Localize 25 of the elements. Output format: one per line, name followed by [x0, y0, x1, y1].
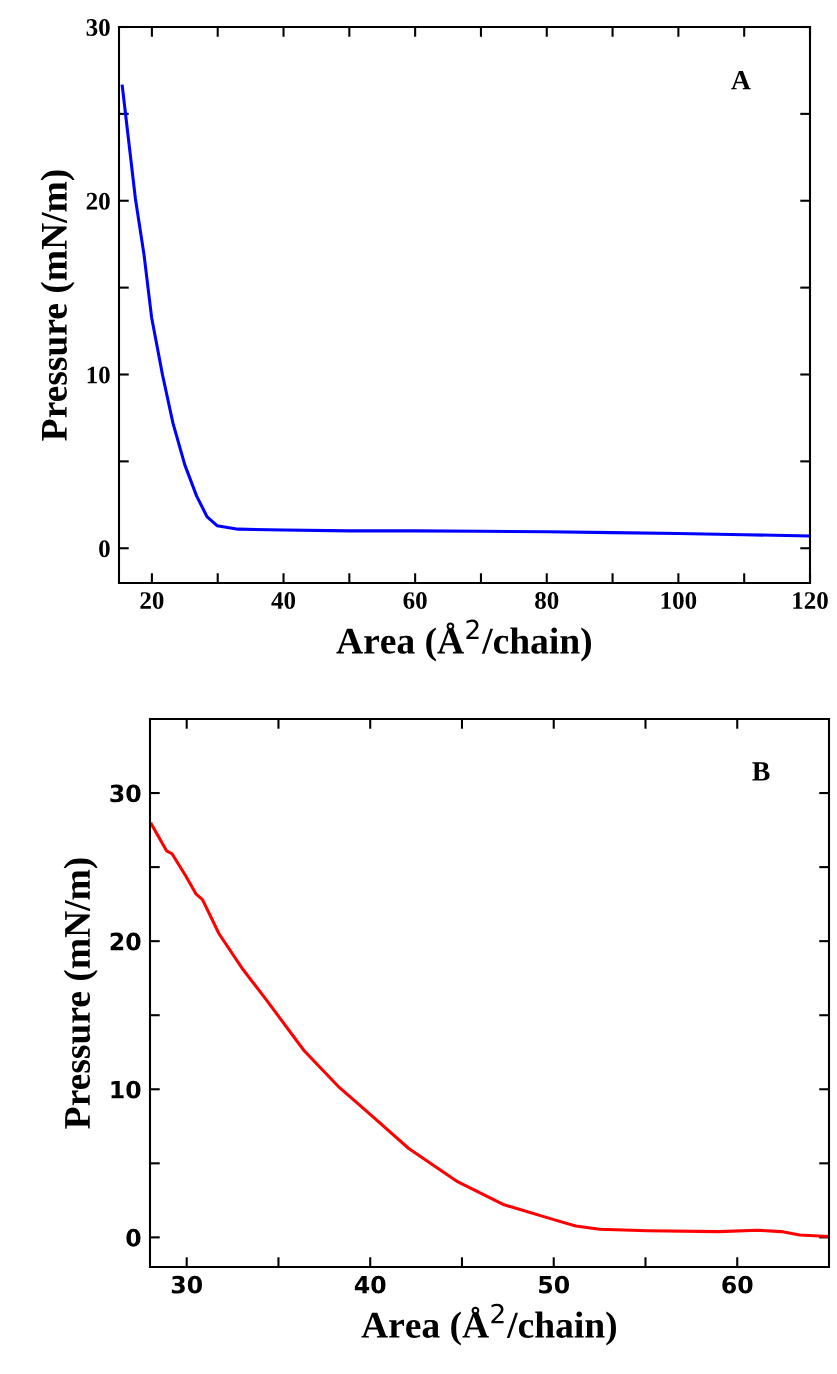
y-tick-label: 10 — [87, 366, 110, 384]
x-tick-label: 40 — [271, 592, 296, 609]
annotation: B — [752, 762, 770, 781]
y-tick-label: 20 — [110, 932, 141, 951]
x-tick-label: 100 — [661, 592, 697, 609]
x-tick-label: 60 — [722, 1275, 753, 1294]
y-tick-label: 0 — [99, 540, 110, 558]
x-axis-title: Area (Å$^{2}$/chain) — [336, 619, 591, 662]
x-tick-label: 50 — [539, 1275, 570, 1294]
line-series — [150, 822, 829, 1239]
x-axis-title: Area (Å$^{2}$/chain) — [361, 1303, 616, 1346]
y-tick-label: 10 — [111, 1080, 141, 1099]
y-tick-label: 20 — [86, 192, 110, 210]
x-tick-label: 40 — [354, 1275, 386, 1294]
x-tick-label: 120 — [793, 592, 828, 609]
x-tick-label: 20 — [140, 592, 164, 609]
y-tick-label: 0 — [126, 1228, 141, 1247]
x-tick-label: 60 — [403, 592, 427, 609]
y-tick-label: 30 — [86, 19, 110, 36]
y-tick-label: 30 — [110, 784, 141, 803]
x-tick-label: 30 — [171, 1275, 202, 1294]
x-tick-label: 80 — [535, 592, 559, 609]
y-axis-title: Pressure (mN/m) — [40, 170, 75, 441]
y-axis-title: Pressure (mN/m) — [63, 858, 98, 1129]
annotation: A — [731, 70, 751, 90]
